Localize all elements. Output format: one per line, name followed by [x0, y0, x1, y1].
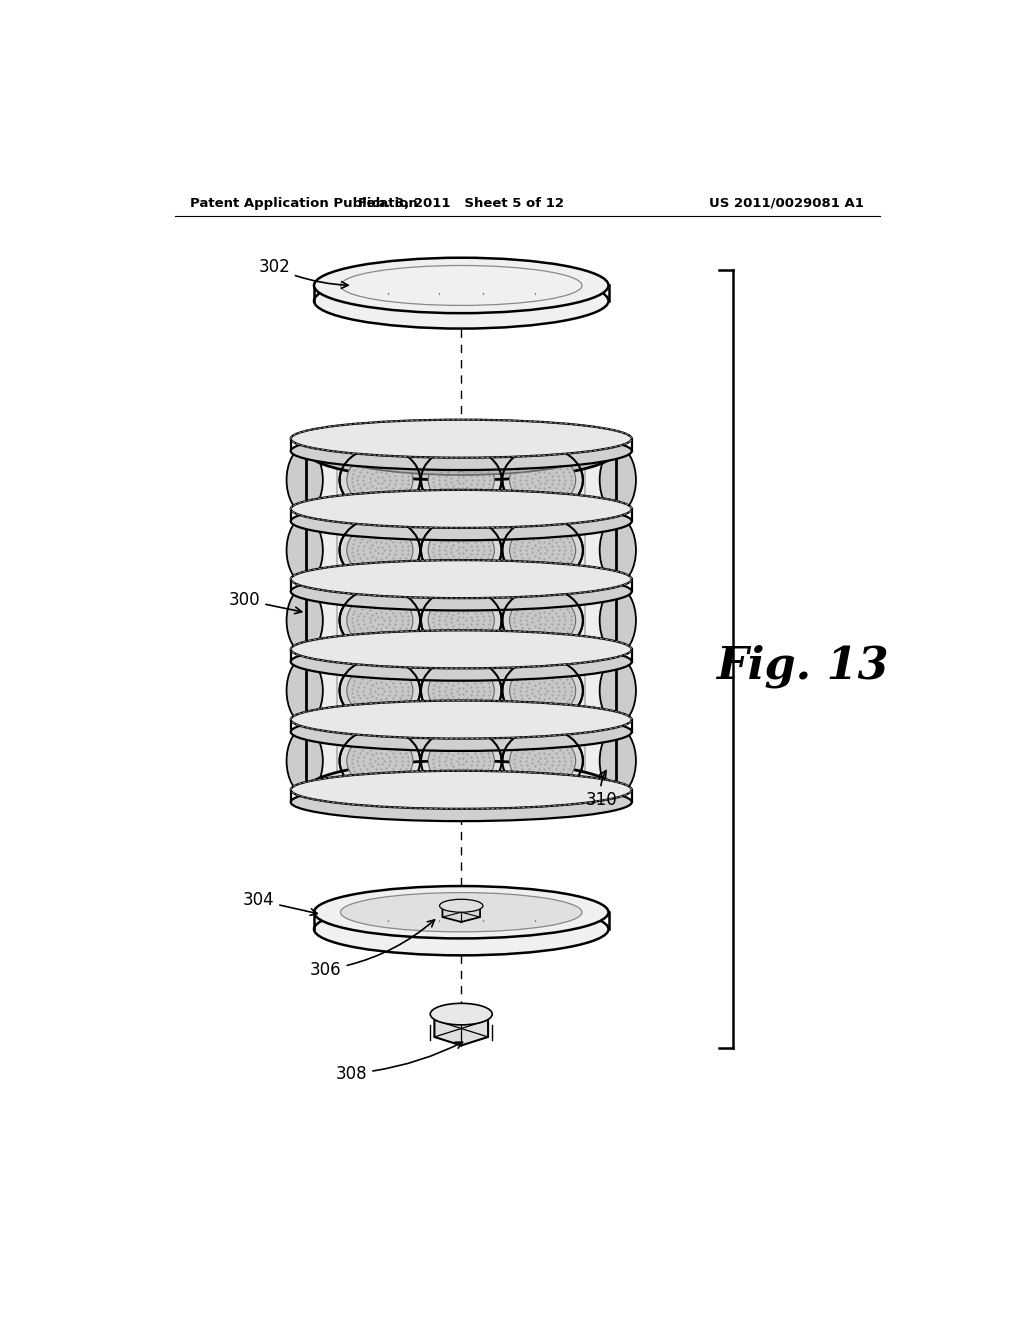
Ellipse shape	[291, 490, 632, 528]
Text: Fig. 13: Fig. 13	[716, 645, 889, 688]
Ellipse shape	[421, 447, 502, 512]
Ellipse shape	[430, 1003, 493, 1024]
Ellipse shape	[328, 426, 595, 475]
Ellipse shape	[421, 517, 502, 582]
Ellipse shape	[503, 729, 583, 793]
Ellipse shape	[503, 517, 583, 582]
Ellipse shape	[428, 594, 495, 647]
Ellipse shape	[347, 734, 413, 787]
Bar	[306, 451, 616, 789]
Ellipse shape	[503, 447, 583, 512]
Ellipse shape	[510, 664, 575, 717]
Ellipse shape	[600, 589, 636, 653]
Ellipse shape	[291, 701, 632, 739]
Ellipse shape	[291, 432, 632, 470]
Ellipse shape	[428, 664, 495, 717]
Text: 308: 308	[336, 1043, 463, 1082]
Ellipse shape	[291, 420, 632, 458]
Ellipse shape	[314, 257, 608, 313]
Ellipse shape	[291, 771, 632, 809]
Ellipse shape	[421, 729, 502, 793]
Ellipse shape	[428, 454, 495, 507]
Ellipse shape	[347, 664, 413, 717]
Text: 302: 302	[258, 259, 348, 288]
Ellipse shape	[291, 502, 632, 540]
Ellipse shape	[510, 594, 575, 647]
Polygon shape	[434, 1011, 488, 1045]
Ellipse shape	[510, 734, 575, 787]
Ellipse shape	[503, 659, 583, 723]
Ellipse shape	[314, 273, 608, 329]
Text: 300: 300	[228, 591, 302, 614]
Ellipse shape	[347, 454, 413, 507]
Ellipse shape	[510, 524, 575, 577]
Text: 306: 306	[310, 920, 434, 978]
Ellipse shape	[347, 594, 413, 647]
Ellipse shape	[600, 447, 636, 512]
Ellipse shape	[340, 589, 420, 653]
Ellipse shape	[314, 903, 608, 956]
Ellipse shape	[600, 729, 636, 793]
Ellipse shape	[600, 659, 636, 723]
Text: 304: 304	[243, 891, 317, 915]
Ellipse shape	[428, 734, 495, 787]
Ellipse shape	[314, 886, 608, 939]
Ellipse shape	[291, 783, 632, 821]
Text: Feb. 3, 2011   Sheet 5 of 12: Feb. 3, 2011 Sheet 5 of 12	[358, 197, 564, 210]
Ellipse shape	[421, 659, 502, 723]
Text: 310: 310	[586, 771, 617, 809]
Ellipse shape	[291, 573, 632, 610]
Ellipse shape	[340, 517, 420, 582]
Ellipse shape	[503, 589, 583, 653]
Ellipse shape	[287, 517, 323, 582]
Ellipse shape	[291, 560, 632, 598]
Ellipse shape	[340, 729, 420, 793]
Ellipse shape	[510, 454, 575, 507]
Ellipse shape	[287, 447, 323, 512]
Ellipse shape	[306, 760, 616, 818]
Polygon shape	[442, 903, 480, 921]
Ellipse shape	[291, 631, 632, 668]
Ellipse shape	[287, 659, 323, 723]
Ellipse shape	[340, 659, 420, 723]
Ellipse shape	[600, 517, 636, 582]
Ellipse shape	[428, 524, 495, 577]
Ellipse shape	[421, 589, 502, 653]
Ellipse shape	[306, 422, 616, 480]
Ellipse shape	[291, 643, 632, 681]
Ellipse shape	[291, 713, 632, 751]
Ellipse shape	[287, 589, 323, 653]
Ellipse shape	[347, 524, 413, 577]
Ellipse shape	[341, 892, 582, 932]
Ellipse shape	[340, 447, 420, 512]
Ellipse shape	[287, 729, 323, 793]
Text: US 2011/0029081 A1: US 2011/0029081 A1	[710, 197, 864, 210]
Text: Patent Application Publication: Patent Application Publication	[190, 197, 418, 210]
Ellipse shape	[439, 899, 483, 912]
